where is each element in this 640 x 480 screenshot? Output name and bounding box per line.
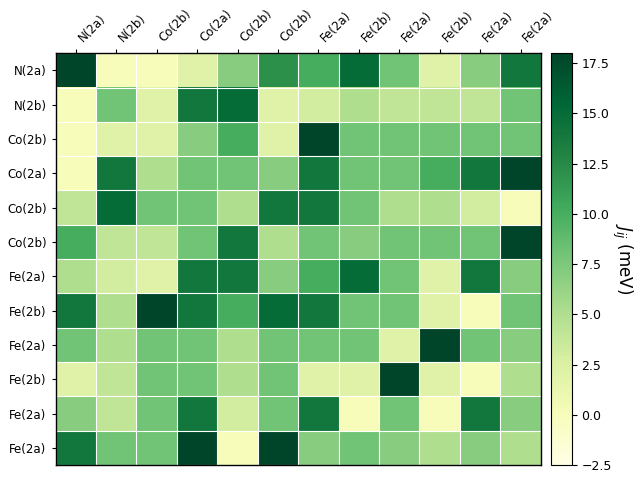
Y-axis label: $J_{ij}$ (meV): $J_{ij}$ (meV) [610, 224, 634, 295]
